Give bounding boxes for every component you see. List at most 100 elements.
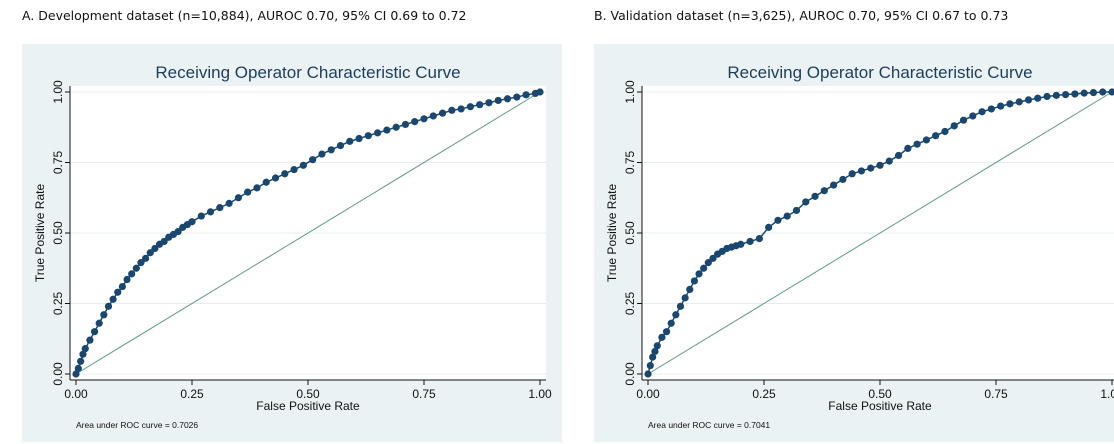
roc-point — [114, 288, 122, 296]
roc-point — [100, 311, 108, 319]
roc-point — [104, 302, 113, 310]
y-tick-label: 0.75 — [51, 150, 65, 174]
roc-point — [494, 96, 502, 105]
roc-point — [374, 129, 382, 137]
roc-point — [681, 294, 689, 302]
roc-point — [646, 361, 654, 370]
x-tick-label: 0.50 — [868, 387, 892, 401]
roc-point — [1071, 90, 1079, 98]
roc-point — [503, 95, 512, 103]
roc-point — [1062, 90, 1070, 99]
roc-point — [876, 161, 884, 169]
roc-point — [755, 235, 763, 243]
roc-point — [737, 240, 745, 248]
roc-point — [941, 127, 949, 136]
roc-point — [811, 192, 819, 200]
roc-point — [420, 115, 428, 123]
roc-point — [327, 146, 335, 154]
caption-validation: B. Validation dataset (n=3,625), AUROC 0… — [594, 8, 1009, 23]
y-tick-label: 0.00 — [623, 362, 637, 386]
roc-point — [355, 134, 363, 143]
roc-point — [299, 161, 307, 169]
roc-point — [109, 295, 117, 303]
roc-point — [1089, 88, 1098, 97]
y-axis-label: True Positive Rate — [605, 184, 619, 283]
roc-point — [188, 218, 196, 226]
roc-point — [959, 116, 968, 124]
roc-point — [123, 275, 131, 284]
roc-point — [904, 144, 912, 152]
x-tick-label: 0.00 — [636, 387, 660, 401]
roc-point — [206, 208, 215, 216]
x-tick-label: 0.75 — [412, 387, 436, 401]
roc-point — [118, 282, 126, 291]
roc-point — [244, 188, 252, 196]
roc-point — [1099, 88, 1107, 96]
roc-point — [392, 123, 400, 131]
y-axis-label: True Positive Rate — [33, 184, 47, 283]
reference-diagonal — [75, 91, 541, 375]
auc-note: Area under ROC curve = 0.7026 — [76, 420, 198, 430]
roc-point — [90, 328, 99, 336]
x-tick-label: 0.00 — [64, 387, 88, 401]
roc-point — [653, 342, 661, 350]
roc-point — [438, 109, 447, 117]
roc-point — [290, 165, 298, 174]
roc-point — [81, 345, 89, 353]
x-tick-label: 0.25 — [180, 387, 204, 401]
roc-point — [142, 254, 150, 262]
roc-point — [1034, 94, 1042, 102]
x-axis-label: False Positive Rate — [256, 399, 360, 413]
roc-point — [262, 178, 270, 186]
roc-point — [792, 206, 801, 215]
roc-point — [704, 259, 712, 267]
roc-point — [667, 319, 675, 327]
roc-point — [174, 227, 182, 236]
roc-point — [72, 370, 80, 378]
roc-point — [913, 140, 921, 148]
roc-point — [672, 311, 680, 319]
y-tick-label: 0.50 — [623, 221, 637, 245]
roc-point — [536, 88, 544, 96]
y-tick-label: 0.25 — [623, 291, 637, 315]
roc-point — [644, 370, 652, 378]
x-tick-label: 0.75 — [984, 387, 1008, 401]
x-tick-label: 0.50 — [296, 387, 320, 401]
roc-point — [448, 106, 456, 114]
y-tick-label: 0.50 — [51, 221, 65, 245]
roc-point — [783, 212, 791, 220]
roc-point — [746, 237, 754, 246]
roc-point — [234, 194, 242, 202]
roc-point — [867, 164, 875, 172]
roc-point — [894, 151, 903, 160]
roc-point — [658, 333, 666, 341]
roc-point — [151, 244, 159, 253]
roc-point — [225, 199, 233, 207]
roc-point — [848, 170, 856, 178]
roc-point — [364, 132, 372, 140]
roc-point — [969, 112, 977, 120]
roc-point — [476, 101, 484, 109]
roc-point — [649, 353, 657, 361]
roc-point — [857, 167, 866, 175]
roc-point — [885, 157, 893, 165]
roc-point — [978, 108, 986, 116]
x-tick-label: 0.25 — [752, 387, 776, 401]
y-tick-label: 1.00 — [51, 80, 65, 104]
roc-point — [1015, 98, 1023, 106]
auc-note: Area under ROC curve = 0.7041 — [648, 420, 770, 430]
roc-chart-validation: Receiving Operator Characteristic Curve 0… — [594, 44, 1114, 442]
roc-point — [132, 264, 140, 272]
roc-point — [216, 204, 224, 212]
roc-point — [695, 270, 703, 278]
roc-chart-development: Receiving Operator Characteristic Curve 0… — [22, 44, 562, 442]
roc-point — [676, 302, 685, 310]
roc-point — [932, 132, 940, 140]
roc-point — [86, 336, 94, 344]
roc-point — [77, 357, 85, 365]
roc-point — [318, 150, 326, 158]
roc-point — [271, 174, 280, 182]
y-tick-label: 0.25 — [51, 291, 65, 315]
roc-point — [820, 187, 828, 195]
y-tick-label: 0.00 — [51, 362, 65, 386]
